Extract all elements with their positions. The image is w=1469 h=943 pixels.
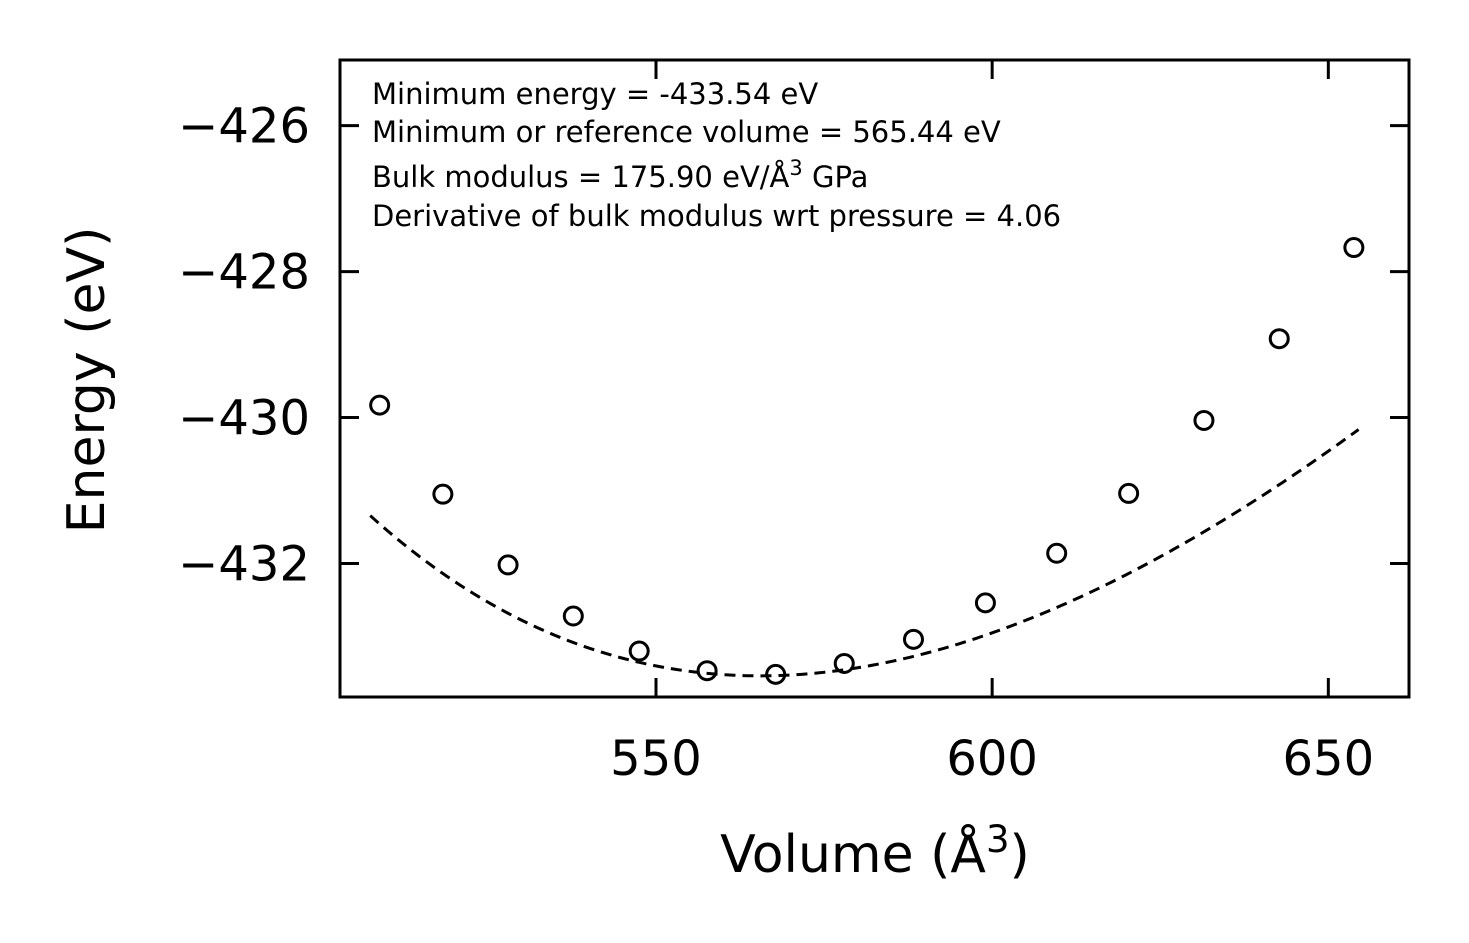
x-tick-label: 550	[610, 731, 702, 787]
data-point	[974, 592, 996, 614]
data-point	[369, 394, 391, 416]
x-axis-label-sup: 3	[986, 818, 1010, 861]
x-axis-label-text: Volume (Å	[720, 823, 986, 885]
axis-ticks: 550 600 650 −426 −428 −430 −432	[178, 60, 1409, 787]
annotation-box: Minimum energy = -433.54 eV Minimum or r…	[372, 77, 1061, 233]
data-point	[562, 605, 584, 627]
data-point	[1343, 237, 1365, 259]
plot-area	[369, 237, 1365, 685]
annotation-bulk-modulus-sup: 3	[789, 156, 802, 180]
x-tick-label: 600	[946, 731, 1038, 787]
y-tick-label: −426	[178, 99, 310, 155]
data-point	[696, 660, 718, 682]
data-point	[765, 663, 787, 685]
y-tick-label: −430	[178, 391, 310, 447]
annotation-min-energy: Minimum energy = -433.54 eV	[372, 77, 818, 111]
y-tick-label: −428	[178, 245, 310, 301]
data-point	[497, 554, 519, 576]
annotation-bulk-modulus-derivative: Derivative of bulk modulus wrt pressure …	[372, 199, 1061, 233]
annotation-min-volume: Minimum or reference volume = 565.44 eV	[372, 115, 1001, 149]
annotation-bulk-modulus: Bulk modulus = 175.90 eV/Å3 GPa	[372, 156, 868, 194]
plot-frame	[338, 58, 1411, 699]
x-axis-label: Volume (Å3)	[720, 818, 1030, 885]
y-axis-label: Energy (eV)	[57, 227, 117, 534]
data-point	[902, 628, 924, 650]
annotation-bulk-modulus-prefix: Bulk modulus = 175.90 eV/Å	[372, 160, 790, 194]
data-point	[1046, 542, 1068, 564]
x-axis-label-suffix: )	[1010, 825, 1030, 885]
data-point	[1193, 409, 1215, 431]
data-point	[432, 483, 454, 505]
fit-curve	[369, 428, 1360, 678]
x-tick-label: 650	[1283, 731, 1375, 787]
data-point	[1118, 482, 1140, 504]
data-point	[628, 640, 650, 662]
data-point	[1268, 328, 1290, 350]
annotation-bulk-modulus-suffix: GPa	[803, 160, 869, 194]
y-tick-label: −432	[178, 536, 310, 592]
data-point	[833, 652, 855, 674]
